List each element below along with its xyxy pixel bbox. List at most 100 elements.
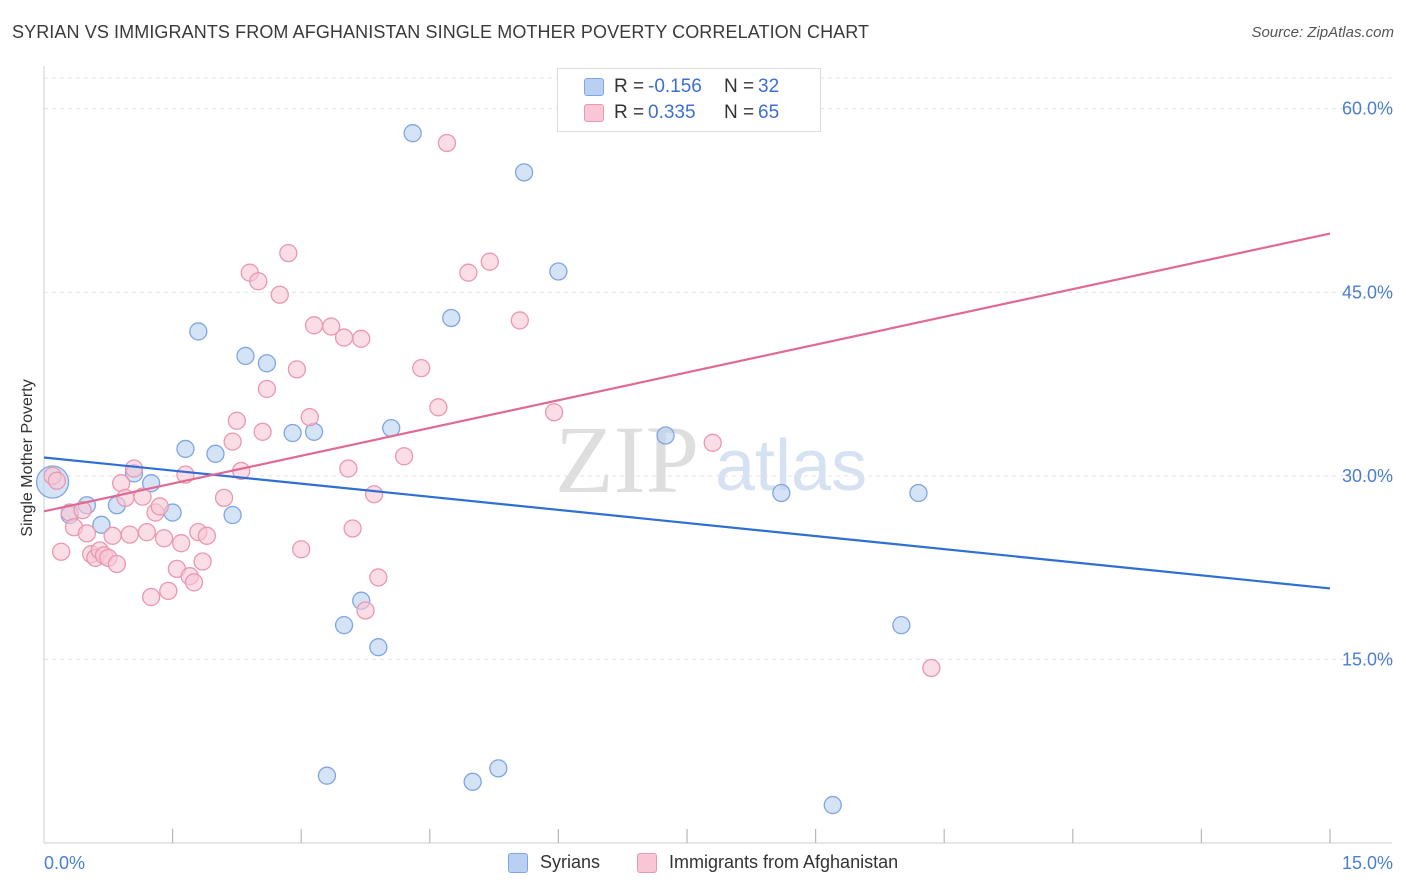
syrians-point (176, 439, 195, 459)
legend-label-syrians: Syrians (540, 852, 601, 872)
legend-swatch-afghan (584, 104, 604, 122)
syrians-point (206, 444, 225, 463)
afghan-point (437, 133, 457, 153)
syrians-point (369, 638, 388, 657)
afghan-point (922, 658, 941, 678)
afghan-point (249, 272, 268, 291)
x-tick-label: 15.0% (1342, 853, 1393, 873)
afghan-point (343, 519, 362, 538)
syrians-point (92, 515, 111, 534)
afghan-point (51, 542, 71, 561)
legend-swatch-syrians (584, 78, 604, 96)
syrians-point (442, 308, 461, 328)
y-tick-label: 45.0% (1342, 282, 1393, 302)
afghan-point (270, 285, 289, 304)
afghan-point (107, 554, 127, 574)
afghan-point (154, 529, 174, 548)
afghan-point (193, 552, 212, 571)
y-tick-label: 60.0% (1342, 99, 1393, 119)
afghan-point (480, 252, 499, 271)
afghan-point (184, 573, 204, 592)
afghan-point (287, 360, 307, 379)
afghan-point (227, 411, 247, 430)
afghan-point (137, 523, 157, 542)
legend-n-label: N = (724, 76, 755, 97)
syrians-point (236, 346, 255, 366)
afghan-point (322, 317, 341, 336)
syrians-point (334, 616, 354, 635)
legend-n-value: 32 (758, 76, 780, 97)
afghan-point (300, 407, 319, 427)
trend-lines (43, 232, 1331, 590)
afghan-point (364, 485, 384, 504)
afghan-point (150, 497, 169, 516)
syrians-point (223, 505, 242, 525)
afghan-point (159, 581, 178, 601)
stats-legend: R = -0.156 N = 32 R = 0.335 N = 65 (557, 68, 821, 132)
syrians-point (909, 483, 928, 503)
syrians-point (403, 124, 422, 143)
source-credit: Source: ZipAtlas.com (1251, 24, 1394, 41)
afghan-point (334, 328, 354, 347)
syrians-point (257, 354, 277, 373)
legend-label-afghan: Immigrants from Afghanistan (669, 852, 899, 872)
x-tick-label: 0.0% (44, 853, 85, 873)
legend-item-syrians: Syrians (508, 852, 600, 873)
legend-row-syrians: R = -0.156 N = 32 (584, 75, 779, 99)
legend-n-value: 65 (758, 102, 780, 123)
afghan-point (142, 587, 161, 607)
legend-row-afghan: R = 0.335 N = 65 (584, 101, 779, 125)
y-tick-label: 30.0% (1342, 466, 1393, 486)
syrians-point (892, 616, 911, 635)
syrians-point (823, 795, 842, 815)
afghan-point (429, 398, 448, 417)
afghan-point (369, 568, 388, 587)
syrians-point (489, 759, 508, 778)
legend-n-label: N = (724, 102, 755, 123)
syrians-trend-line (43, 456, 1331, 590)
afghan-trend-line (43, 232, 1331, 513)
afghan-point (544, 403, 564, 422)
series-legend: Syrians Immigrants from Afghanistan (0, 852, 1406, 878)
axes (43, 66, 1392, 844)
afghan-point (412, 359, 431, 378)
afghan-point (103, 526, 122, 545)
syrians-point (463, 772, 482, 791)
afghan-point (257, 379, 277, 399)
syrians-point (656, 426, 675, 445)
data-points (35, 124, 941, 815)
afghan-point (356, 601, 375, 620)
watermark-zip: ZIP (555, 406, 699, 513)
afghan-point (703, 433, 722, 452)
afghan-point (304, 316, 324, 335)
afghan-point (279, 243, 298, 263)
afghan-point (197, 526, 217, 545)
syrians-point (772, 483, 791, 503)
legend-r-label: R = (614, 102, 645, 123)
grid-lines (44, 77, 1392, 660)
afghan-point (214, 488, 234, 508)
watermark-atlas: atlas (715, 426, 867, 506)
syrians-point (189, 322, 208, 341)
afghan-point (292, 540, 311, 559)
y-tick-label: 15.0% (1342, 649, 1393, 669)
afghan-point (120, 525, 139, 544)
afghan-point (223, 432, 242, 451)
legend-swatch-afghan (637, 852, 657, 873)
afghan-point (77, 524, 97, 543)
syrians-point (549, 262, 568, 281)
x-tick-labels: 0.0% 15.0% (44, 853, 1393, 873)
afghan-point (124, 459, 144, 478)
syrians-point (514, 163, 534, 182)
afghan-point (352, 329, 371, 348)
afghan-point (459, 263, 478, 282)
legend-swatch-syrians (508, 852, 528, 873)
y-tick-labels: 15.0% 30.0% 45.0% 60.0% (1342, 99, 1393, 670)
afghan-point (73, 500, 92, 520)
legend-r-label: R = (614, 76, 645, 97)
chart-title: SYRIAN VS IMMIGRANTS FROM AFGHANISTAN SI… (12, 22, 870, 42)
watermark: ZIP atlas (555, 406, 867, 513)
legend-r-value: 0.335 (648, 102, 696, 123)
afghan-point (253, 422, 272, 441)
